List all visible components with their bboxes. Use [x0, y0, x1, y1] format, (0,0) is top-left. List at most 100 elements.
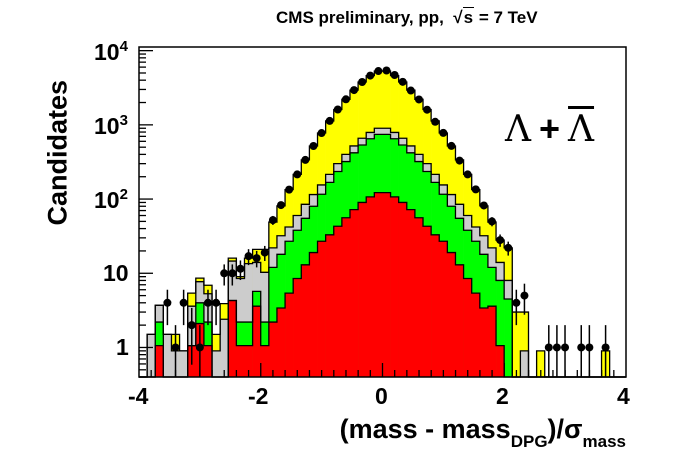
data-point — [463, 170, 472, 179]
red-bin — [439, 241, 448, 377]
data-point — [187, 321, 196, 330]
red-bin — [423, 226, 432, 377]
y-tick-label: 102 — [94, 186, 128, 213]
red-bin — [276, 308, 286, 377]
green-bin — [504, 298, 513, 377]
data-point — [431, 117, 440, 126]
y-axis-label: Candidates — [42, 79, 73, 226]
data-point — [228, 269, 237, 278]
x-axis-label: (mass - massDPG)/σmass — [340, 414, 626, 452]
data-point — [341, 95, 350, 104]
data-point — [358, 78, 367, 87]
red-bin — [455, 264, 464, 377]
data-point — [244, 252, 253, 261]
red-bin — [285, 293, 294, 377]
red-bin — [374, 192, 383, 377]
red-bin — [341, 217, 351, 377]
gray-bin — [147, 334, 156, 377]
red-bin — [398, 202, 408, 377]
data-point — [585, 343, 594, 352]
title-energy: = 7 TeV — [478, 8, 538, 27]
green-bin — [496, 280, 505, 377]
plus-sign: + — [539, 108, 561, 149]
gray-bin — [212, 350, 221, 377]
x-label-sub2: mass — [582, 432, 626, 451]
data-point — [325, 116, 334, 125]
data-point — [406, 86, 415, 95]
data-point — [163, 298, 172, 307]
gray-bin — [520, 350, 529, 377]
yellow-bin — [536, 350, 546, 377]
data-point — [382, 66, 391, 75]
data-point — [268, 216, 277, 225]
data-point — [236, 264, 245, 273]
red-bin — [252, 306, 262, 377]
data-point — [561, 343, 570, 352]
gray-bin — [220, 319, 229, 377]
x-label-main: (mass - mass — [339, 414, 511, 444]
data-point — [333, 105, 342, 114]
red-bin — [301, 264, 310, 377]
x-tick-label: 2 — [496, 383, 509, 409]
data-point — [309, 141, 318, 150]
data-point — [252, 254, 261, 263]
red-bin — [447, 252, 456, 377]
data-point — [398, 77, 407, 86]
red-bin — [471, 293, 481, 377]
data-point — [390, 70, 399, 79]
data-point — [277, 201, 286, 210]
data-point — [293, 170, 302, 179]
data-point — [260, 248, 269, 257]
data-point — [374, 67, 383, 76]
red-bin — [317, 241, 326, 377]
yellow-bin — [520, 312, 529, 377]
y-tick-label: 103 — [94, 112, 128, 139]
data-point — [577, 343, 586, 352]
red-bin — [325, 234, 335, 377]
red-bin — [155, 345, 164, 377]
data-point — [285, 185, 294, 194]
particle-annotation: Λ + Λ — [505, 108, 594, 150]
data-point — [520, 291, 529, 300]
red-bin — [382, 192, 391, 377]
red-bin — [366, 196, 375, 377]
red-bin — [293, 278, 302, 377]
gray-bin — [179, 350, 188, 377]
chart-title: CMS preliminary, pp, √s = 7 TeV — [276, 7, 538, 28]
red-bin — [349, 209, 359, 377]
data-point — [423, 105, 432, 114]
red-bin — [244, 345, 253, 377]
data-point — [471, 185, 480, 194]
red-bin — [203, 345, 213, 377]
x-label-after: )/σ — [547, 414, 583, 444]
data-point — [544, 343, 553, 352]
yellow-bin — [512, 312, 521, 377]
lambda-symbol: Λ — [505, 109, 531, 150]
y-tick-label: 1 — [116, 334, 129, 360]
red-bin — [414, 217, 424, 377]
data-point — [366, 71, 375, 80]
gray-outline — [139, 127, 626, 378]
red-bin — [487, 306, 497, 377]
red-bin — [431, 234, 440, 377]
red-bin — [268, 322, 278, 377]
data-point — [455, 156, 464, 165]
data-point — [203, 298, 212, 307]
gray-bin — [244, 263, 253, 377]
data-point — [301, 155, 310, 164]
x-tick-label: -4 — [128, 383, 149, 409]
y-tick-label: 10 — [103, 260, 129, 286]
data-point — [552, 343, 561, 352]
data-point — [504, 243, 513, 252]
data-point — [496, 236, 505, 245]
data-point — [212, 298, 221, 307]
x-tick-label: 0 — [375, 383, 388, 409]
data-point — [479, 201, 488, 210]
antilambda-symbol: Λ — [568, 109, 595, 150]
red-bin — [479, 308, 489, 377]
red-bin — [358, 202, 367, 377]
title-text: CMS preliminary, pp, — [276, 8, 444, 27]
data-point — [350, 86, 359, 95]
